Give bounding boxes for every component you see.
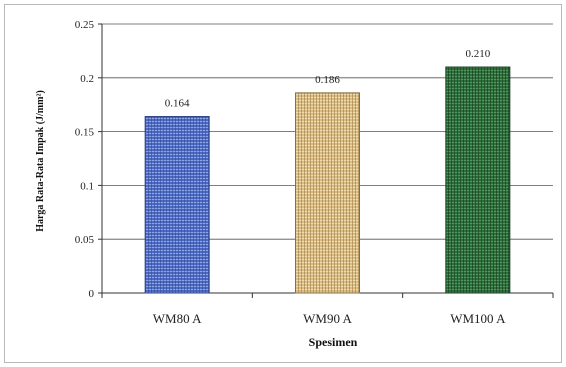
bar-wm80-a [144,116,210,294]
y-tick-label: 0.2 [80,73,94,85]
x-tick-label: WM100 A [450,311,506,326]
x-tick-label: WM80 A [153,311,202,326]
bar-wm100-a [445,66,511,294]
y-tick-label: 0.15 [75,127,95,139]
data-label: 0.186 [315,74,340,86]
x-tick-label: WM90 A [303,311,352,326]
y-tick-label: 0 [89,288,95,300]
x-axis-title: Spesimen [309,335,358,349]
y-tick-label: 0.25 [75,19,95,31]
y-axis-title: Harga Rata-Rata Impak (J/mm²) [35,90,46,232]
data-label: 0.210 [465,48,490,60]
y-tick-label: 0.1 [80,180,94,192]
bar-wm90-a [295,92,360,294]
bars [144,66,511,294]
labels: 0 0.05 0.1 0.15 0.2 0.25 0.164 WM80 A 0.186 WM90 … [75,19,506,326]
data-label: 0.164 [165,98,190,110]
y-tick-label: 0.05 [75,234,95,246]
